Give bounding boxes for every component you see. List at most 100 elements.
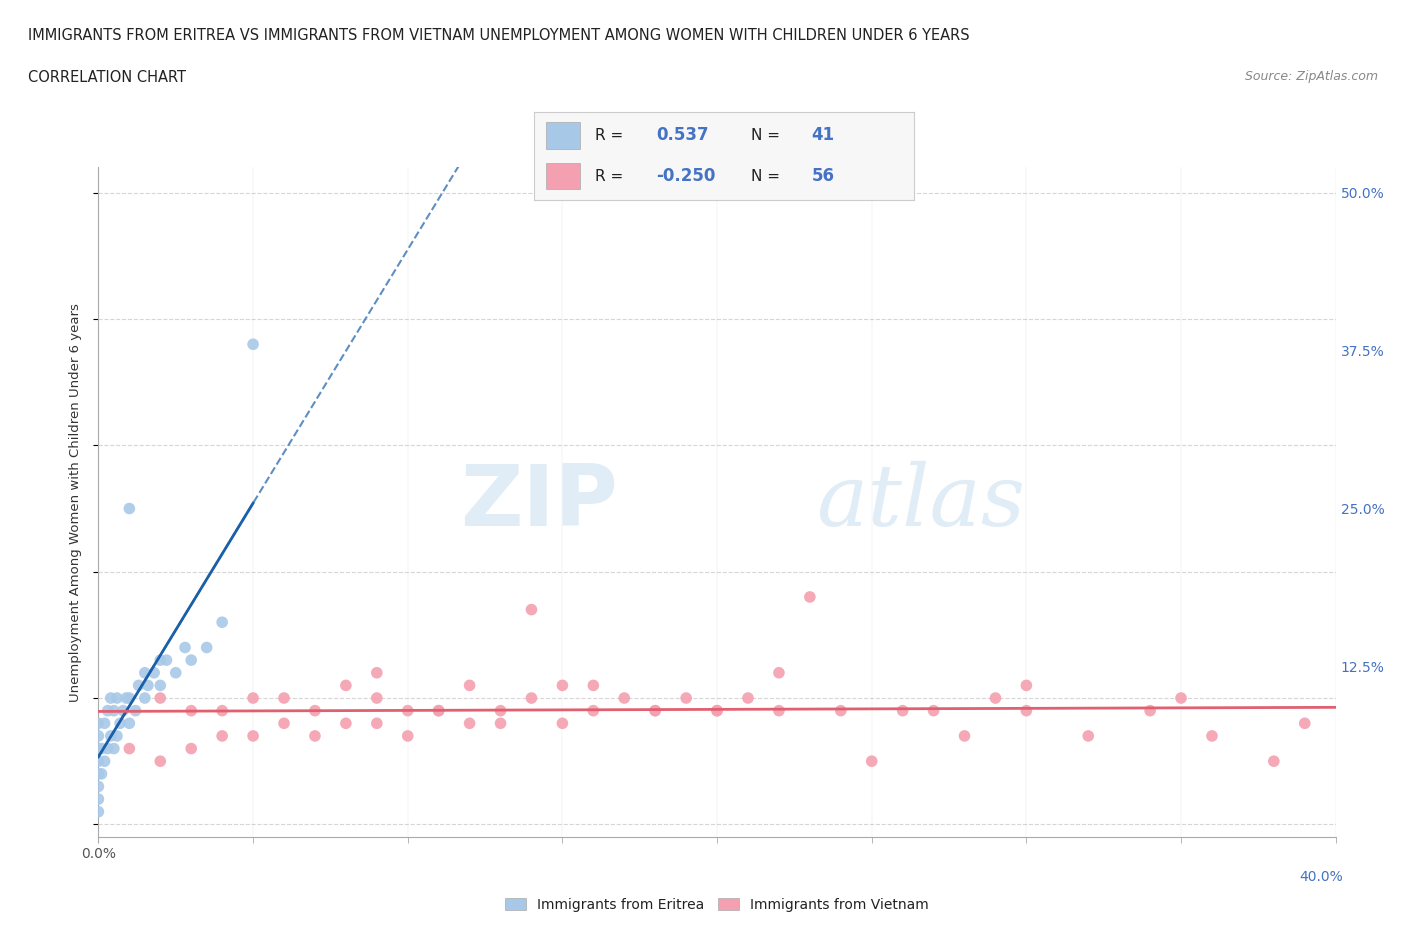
Point [644,703,666,718]
Point [155,653,177,668]
Text: N =: N = [751,168,785,183]
Point [118,741,141,756]
Point [108,716,131,731]
Point [335,678,357,693]
Point [87,804,110,819]
Point [922,703,945,718]
Point [830,703,852,718]
Point [180,741,202,756]
Text: 0.537: 0.537 [655,126,709,144]
Point [174,640,197,655]
Point [396,728,419,743]
Point [90,741,112,756]
Point [195,640,218,655]
Point [118,501,141,516]
Point [149,653,172,668]
Text: Source: ZipAtlas.com: Source: ZipAtlas.com [1244,70,1378,83]
Point [953,728,976,743]
Point [582,703,605,718]
Point [427,703,450,718]
Point [242,728,264,743]
Point [335,716,357,731]
Point [489,703,512,718]
Text: N =: N = [751,128,785,143]
Point [366,691,388,706]
Point [458,678,481,693]
Point [520,691,543,706]
Point [1201,728,1223,743]
Point [242,691,264,706]
Point [105,691,128,706]
Text: 56: 56 [811,167,834,185]
Point [103,703,125,718]
Point [304,728,326,743]
Point [180,653,202,668]
Point [1294,716,1316,731]
Point [551,716,574,731]
Point [304,703,326,718]
Point [706,703,728,718]
Point [136,678,159,693]
Point [211,728,233,743]
Point [143,665,166,680]
Point [1263,753,1285,768]
Point [489,716,512,731]
FancyBboxPatch shape [546,122,579,149]
Point [613,691,636,706]
Text: 40.0%: 40.0% [1299,870,1343,884]
Text: R =: R = [595,168,628,183]
Point [1139,703,1161,718]
Point [273,691,295,706]
Point [891,703,914,718]
Point [644,703,666,718]
Point [115,691,138,706]
Point [100,691,122,706]
Point [1015,678,1038,693]
Point [396,703,419,718]
Point [211,615,233,630]
Point [149,691,172,706]
Point [118,716,141,731]
Point [149,678,172,693]
Point [93,716,115,731]
FancyBboxPatch shape [546,163,579,190]
Text: R =: R = [595,128,628,143]
Point [134,691,156,706]
Point [124,703,146,718]
Point [128,678,150,693]
Y-axis label: Unemployment Among Women with Children Under 6 years: Unemployment Among Women with Children U… [69,303,83,701]
Point [100,728,122,743]
Point [87,766,110,781]
Point [768,665,790,680]
Point [582,678,605,693]
Point [97,741,120,756]
Text: CORRELATION CHART: CORRELATION CHART [28,70,186,85]
Point [134,665,156,680]
Point [87,741,110,756]
Legend: Immigrants from Eritrea, Immigrants from Vietnam: Immigrants from Eritrea, Immigrants from… [499,892,935,917]
Point [93,753,115,768]
Point [860,753,883,768]
Point [105,728,128,743]
Point [1015,703,1038,718]
Point [87,728,110,743]
Point [112,703,135,718]
Point [242,337,264,352]
Point [149,753,172,768]
Point [737,691,759,706]
Point [118,691,141,706]
Point [551,678,574,693]
Point [103,741,125,756]
Point [675,691,697,706]
Point [768,703,790,718]
Point [87,753,110,768]
Point [97,703,120,718]
Point [180,703,202,718]
Point [211,703,233,718]
Text: 41: 41 [811,126,835,144]
Text: -0.250: -0.250 [655,167,716,185]
Point [799,590,821,604]
Point [706,703,728,718]
Point [366,716,388,731]
Text: IMMIGRANTS FROM ERITREA VS IMMIGRANTS FROM VIETNAM UNEMPLOYMENT AMONG WOMEN WITH: IMMIGRANTS FROM ERITREA VS IMMIGRANTS FR… [28,28,970,43]
